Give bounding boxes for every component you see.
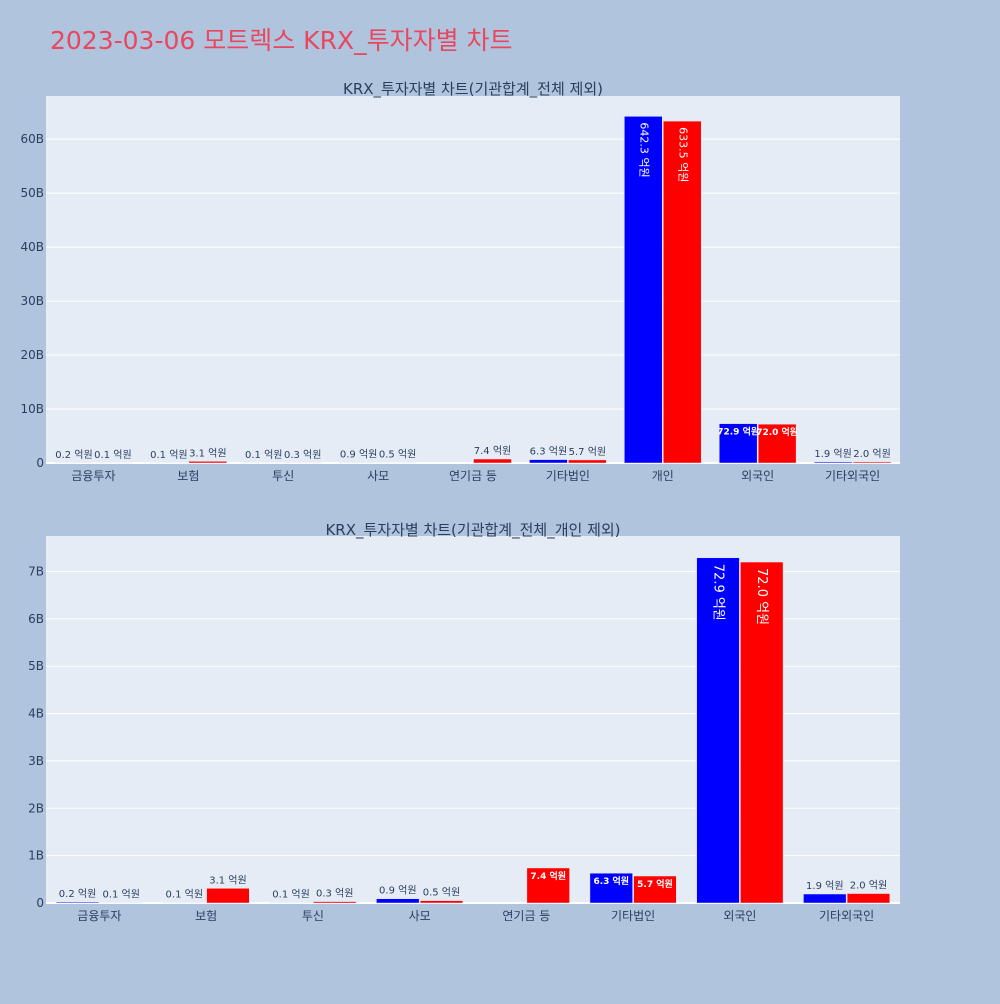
y-tick-label: 6B (28, 612, 44, 626)
data-label: 3.1 억원 (189, 447, 226, 459)
data-label: 642.3 억원 (637, 122, 650, 177)
data-label: 72.9 억원 (717, 426, 759, 438)
y-tick-label: 7B (28, 565, 44, 579)
data-label: 1.9 억원 (814, 448, 851, 460)
data-label: 2.0 억원 (850, 880, 887, 892)
data-label: 0.2 억원 (59, 888, 96, 900)
x-tick-label: 개인 (652, 469, 674, 483)
y-tick-label: 50B (20, 186, 44, 200)
y-tick-label: 40B (20, 240, 44, 254)
data-label: 0.1 억원 (272, 889, 309, 901)
x-tick-label: 기타법인 (546, 469, 590, 483)
data-label: 3.1 억원 (209, 874, 246, 886)
data-label: 0.1 억원 (102, 889, 139, 901)
y-tick-label: 30B (20, 294, 44, 308)
y-tick-label: 10B (20, 402, 44, 416)
data-label: 0.3 억원 (316, 888, 353, 900)
x-tick-label: 금융투자 (77, 909, 121, 923)
x-tick-label: 연기금 등 (502, 909, 550, 923)
chart-panel-1: 0 10B 20B 30B 40B 50B 60B KRX_투자자별 차트(기관합계_전체 제… (20, 80, 900, 483)
x-tick-label: 보험 (177, 469, 199, 483)
x-tick-label: 보험 (195, 909, 217, 923)
x-tick-label: 기타법인 (611, 909, 655, 923)
plot-area (46, 96, 900, 463)
y-tick-label: 1B (28, 849, 44, 863)
page-title: 2023-03-06 모트렉스 KRX_투자자별 차트 (50, 26, 513, 55)
data-label: 5.7 억원 (569, 446, 606, 458)
y-tick-label: 20B (20, 348, 44, 362)
x-tick-label: 기타외국인 (825, 469, 880, 483)
x-tick-label: 사모 (409, 909, 431, 923)
y-tick-label: 60B (20, 132, 44, 146)
data-label: 0.3 억원 (284, 449, 321, 461)
data-label: 0.1 억원 (150, 449, 187, 461)
y-tick-label: 5B (28, 659, 44, 673)
data-label: 6.3 억원 (593, 875, 629, 887)
bar-s2 (420, 901, 463, 903)
data-label: 0.9 억원 (340, 449, 377, 461)
x-tick-label: 연기금 등 (449, 469, 497, 483)
bar-s2 (313, 902, 356, 903)
data-label: 0.9 억원 (379, 885, 416, 897)
data-label: 0.5 억원 (379, 449, 416, 461)
y-tick-label: 4B (28, 707, 44, 721)
x-tick-label: 기타외국인 (819, 909, 874, 923)
x-tick-label: 투신 (272, 469, 294, 483)
chart-title: KRX_투자자별 차트(기관합계_전체 제외) (343, 80, 603, 99)
bar-s2 (207, 888, 250, 903)
data-label: 7.4 억원 (530, 870, 566, 882)
data-label: 0.5 억원 (423, 887, 460, 899)
bar-s2 (853, 462, 891, 463)
data-label: 72.9 억원 (711, 564, 726, 621)
chart-panel-2: 0 1B 2B 3B 4B 5B 6B 7B KRX_투자자별 차트(기관합계_전체_개인 제외… (28, 521, 900, 923)
x-tick-label: 금융투자 (71, 469, 115, 483)
bar-s1 (814, 462, 852, 463)
chart-title: KRX_투자자별 차트(기관합계_전체_개인 제외) (325, 521, 620, 540)
bar-s2 (568, 460, 606, 463)
data-label: 2.0 억원 (853, 448, 890, 460)
y-tick-label: 2B (28, 801, 44, 815)
data-label: 0.1 억원 (166, 889, 203, 901)
bar-s1 (529, 460, 567, 463)
bar-s1 (376, 899, 419, 903)
data-label: 0.1 억원 (94, 449, 131, 461)
y-tick-label: 3B (28, 754, 44, 768)
x-tick-label: 외국인 (723, 909, 756, 923)
y-tick-label: 0 (36, 896, 44, 910)
data-label: 6.3 억원 (530, 446, 567, 458)
data-label: 0.2 억원 (55, 449, 92, 461)
data-label: 5.7 억원 (637, 878, 673, 890)
bar-s2 (847, 894, 890, 903)
x-tick-label: 투신 (302, 909, 324, 923)
data-label: 7.4 억원 (474, 445, 511, 457)
bar-s2 (474, 459, 512, 463)
x-tick-label: 외국인 (741, 469, 774, 483)
data-label: 72.0 억원 (754, 568, 769, 625)
data-label: 633.5 억원 (676, 127, 689, 182)
x-tick-label: 사모 (367, 469, 389, 483)
data-label: 72.0 억원 (756, 426, 798, 438)
y-tick-label: 0 (36, 456, 44, 470)
data-label: 1.9 억원 (806, 880, 843, 892)
data-label: 0.1 억원 (245, 449, 282, 461)
bar-s1 (803, 894, 846, 903)
bar-s2 (189, 461, 227, 463)
bar-s1 (56, 902, 99, 903)
